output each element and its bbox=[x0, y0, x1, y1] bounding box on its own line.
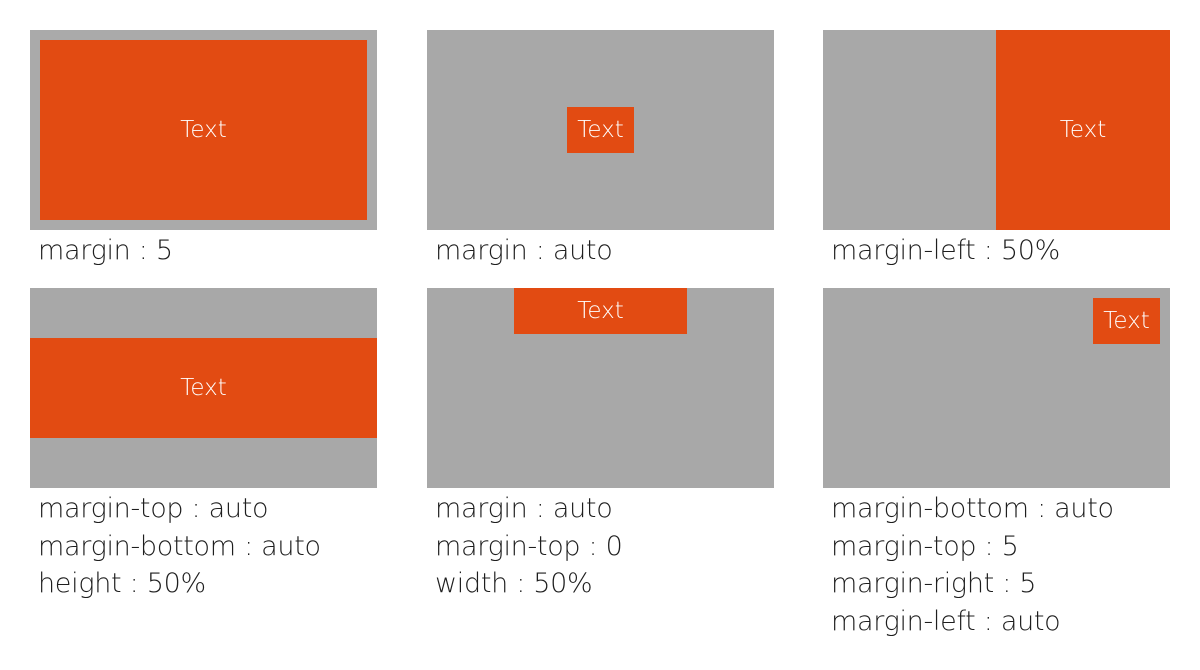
caption-line: margin-top : 5 bbox=[831, 530, 1019, 562]
caption-line: margin-left : auto bbox=[831, 605, 1061, 637]
child-box: Text bbox=[567, 107, 634, 153]
child-text: Text bbox=[180, 116, 227, 143]
caption-line: margin-right : 5 bbox=[831, 568, 1037, 599]
container-box: Text bbox=[30, 288, 377, 488]
panel-vertical-center: Text margin-top : auto margin-bottom : a… bbox=[30, 288, 377, 603]
child-box: Text bbox=[514, 288, 687, 334]
caption: margin : 5 bbox=[30, 232, 377, 270]
child-box: Text bbox=[30, 338, 377, 438]
child-text: Text bbox=[1103, 307, 1150, 334]
caption: margin-bottom : auto margin-top : 5 marg… bbox=[823, 490, 1170, 640]
container-box: Text bbox=[427, 288, 774, 488]
child-text: Text bbox=[1059, 116, 1107, 143]
panel-margin-auto: Text margin : auto bbox=[427, 30, 774, 270]
caption: margin : auto bbox=[427, 232, 774, 270]
caption-line: width : 50% bbox=[435, 568, 593, 599]
panel-top-right: Text margin-bottom : auto margin-top : 5… bbox=[823, 288, 1170, 640]
container-box: Text bbox=[823, 30, 1170, 230]
panel-margin-left-50: Text margin-left : 50% bbox=[823, 30, 1170, 270]
child-box: Text bbox=[996, 30, 1170, 230]
container-box: Text bbox=[823, 288, 1170, 488]
panel-margin-5: Text margin : 5 bbox=[30, 30, 377, 270]
caption-line: margin : auto bbox=[435, 493, 613, 524]
container-box: Text bbox=[427, 30, 774, 230]
caption-line: height : 50% bbox=[38, 568, 206, 599]
caption-line: margin-bottom : auto bbox=[831, 493, 1114, 524]
child-box: Text bbox=[40, 40, 367, 220]
caption: margin-left : 50% bbox=[823, 232, 1170, 270]
caption: margin-top : auto margin-bottom : auto h… bbox=[30, 490, 377, 603]
child-text: Text bbox=[180, 374, 227, 401]
caption-line: margin-top : 0 bbox=[435, 530, 623, 562]
caption-line: margin-top : auto bbox=[38, 493, 269, 524]
caption-line: margin-left : 50% bbox=[831, 235, 1060, 266]
caption: margin : auto margin-top : 0 width : 50% bbox=[427, 490, 774, 603]
child-box: Text bbox=[1093, 298, 1160, 344]
container-box: Text bbox=[30, 30, 377, 230]
child-text: Text bbox=[577, 116, 624, 143]
child-text: Text bbox=[577, 297, 624, 324]
caption-line: margin : 5 bbox=[38, 235, 173, 266]
panel-top-centered: Text margin : auto margin-top : 0 width … bbox=[427, 288, 774, 603]
caption-line: margin : auto bbox=[435, 235, 613, 266]
caption-line: margin-bottom : auto bbox=[38, 530, 321, 562]
